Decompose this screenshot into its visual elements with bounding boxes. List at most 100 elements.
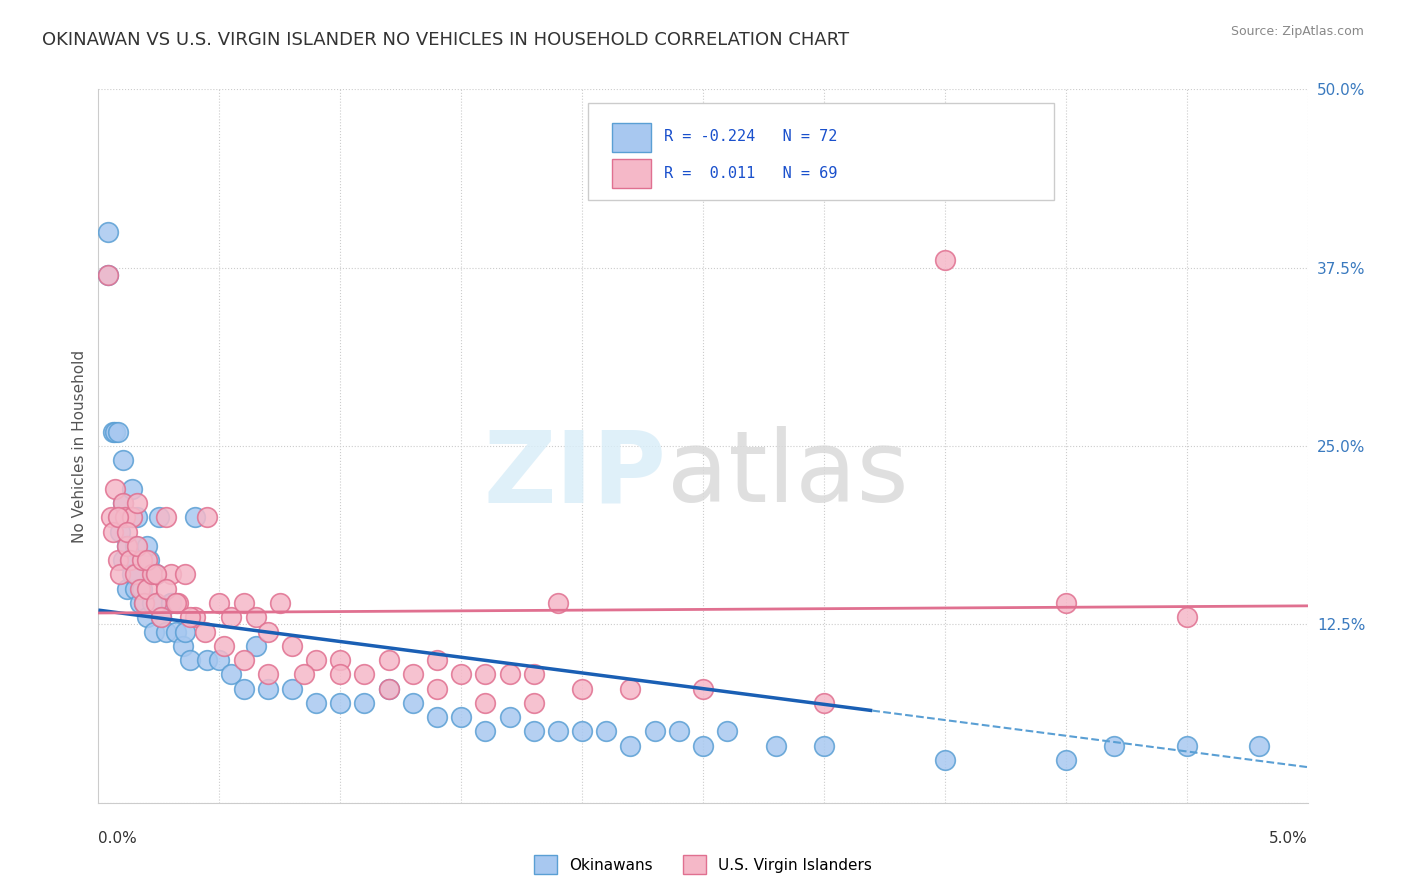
Point xyxy=(155,582,177,596)
Point xyxy=(184,610,207,624)
Point xyxy=(619,681,641,696)
Point xyxy=(1249,739,1271,753)
Point xyxy=(108,567,131,582)
Point xyxy=(117,539,139,553)
Point xyxy=(934,753,956,767)
Point xyxy=(138,553,160,567)
Point xyxy=(97,225,120,239)
Point xyxy=(174,567,197,582)
Point xyxy=(426,653,449,667)
Bar xyxy=(613,159,651,187)
Point xyxy=(256,681,278,696)
Point xyxy=(127,496,149,510)
Point xyxy=(256,624,278,639)
Point xyxy=(523,724,546,739)
Point xyxy=(117,582,139,596)
Point xyxy=(184,510,207,524)
Point xyxy=(934,253,956,268)
Point xyxy=(150,610,173,624)
Point xyxy=(232,653,254,667)
Point xyxy=(179,653,201,667)
Point xyxy=(145,596,167,610)
Point xyxy=(329,667,352,681)
Point xyxy=(124,539,146,553)
Point xyxy=(377,653,399,667)
Text: R = -0.224   N = 72: R = -0.224 N = 72 xyxy=(664,128,838,144)
Point xyxy=(305,696,328,710)
Point xyxy=(135,553,157,567)
Point xyxy=(245,610,267,624)
Point xyxy=(1054,596,1077,610)
Text: 0.0%: 0.0% xyxy=(98,831,138,846)
Bar xyxy=(613,123,651,152)
Point xyxy=(100,510,122,524)
Point xyxy=(194,624,217,639)
Point xyxy=(127,567,149,582)
Point xyxy=(108,524,131,539)
Point xyxy=(256,667,278,681)
Point xyxy=(135,582,157,596)
Point xyxy=(111,453,134,467)
Point xyxy=(208,596,231,610)
Point xyxy=(155,510,177,524)
Point xyxy=(1175,610,1198,624)
Point xyxy=(141,596,163,610)
FancyBboxPatch shape xyxy=(588,103,1053,200)
Point xyxy=(118,553,141,567)
Point xyxy=(97,268,120,282)
Point xyxy=(131,582,153,596)
Point xyxy=(305,653,328,667)
Point xyxy=(353,696,375,710)
Point xyxy=(160,567,183,582)
Point xyxy=(148,510,170,524)
Point xyxy=(107,510,129,524)
Point xyxy=(474,724,496,739)
Point xyxy=(101,425,124,439)
Point xyxy=(172,639,194,653)
Point xyxy=(619,739,641,753)
Point xyxy=(208,653,231,667)
Point xyxy=(111,553,134,567)
Point xyxy=(245,639,267,653)
Text: OKINAWAN VS U.S. VIRGIN ISLANDER NO VEHICLES IN HOUSEHOLD CORRELATION CHART: OKINAWAN VS U.S. VIRGIN ISLANDER NO VEHI… xyxy=(42,31,849,49)
Point xyxy=(104,425,127,439)
Point xyxy=(716,724,738,739)
Point xyxy=(167,596,190,610)
Y-axis label: No Vehicles in Household: No Vehicles in Household xyxy=(72,350,87,542)
Point xyxy=(160,596,183,610)
Point xyxy=(221,610,243,624)
Point xyxy=(595,724,617,739)
Point xyxy=(692,739,714,753)
Point xyxy=(547,724,569,739)
Point xyxy=(174,624,197,639)
Point xyxy=(141,567,163,582)
Point xyxy=(134,596,156,610)
Point xyxy=(281,639,304,653)
Point xyxy=(523,696,546,710)
Point xyxy=(128,582,150,596)
Point xyxy=(813,696,835,710)
Point xyxy=(426,681,449,696)
Point xyxy=(107,510,129,524)
Point xyxy=(1175,739,1198,753)
Point xyxy=(179,610,201,624)
Point xyxy=(232,681,254,696)
Point xyxy=(195,653,218,667)
Point xyxy=(128,596,150,610)
Point xyxy=(353,667,375,681)
Point xyxy=(145,567,167,582)
Legend: Okinawans, U.S. Virgin Islanders: Okinawans, U.S. Virgin Islanders xyxy=(527,849,879,880)
Point xyxy=(117,539,139,553)
Point xyxy=(668,724,690,739)
Point xyxy=(143,624,166,639)
Point xyxy=(402,667,425,681)
Point xyxy=(292,667,315,681)
Point xyxy=(127,510,149,524)
Point xyxy=(165,624,187,639)
Point xyxy=(165,596,187,610)
Point xyxy=(269,596,291,610)
Point xyxy=(329,653,352,667)
Point xyxy=(124,567,146,582)
Point xyxy=(692,681,714,696)
Point xyxy=(329,696,352,710)
